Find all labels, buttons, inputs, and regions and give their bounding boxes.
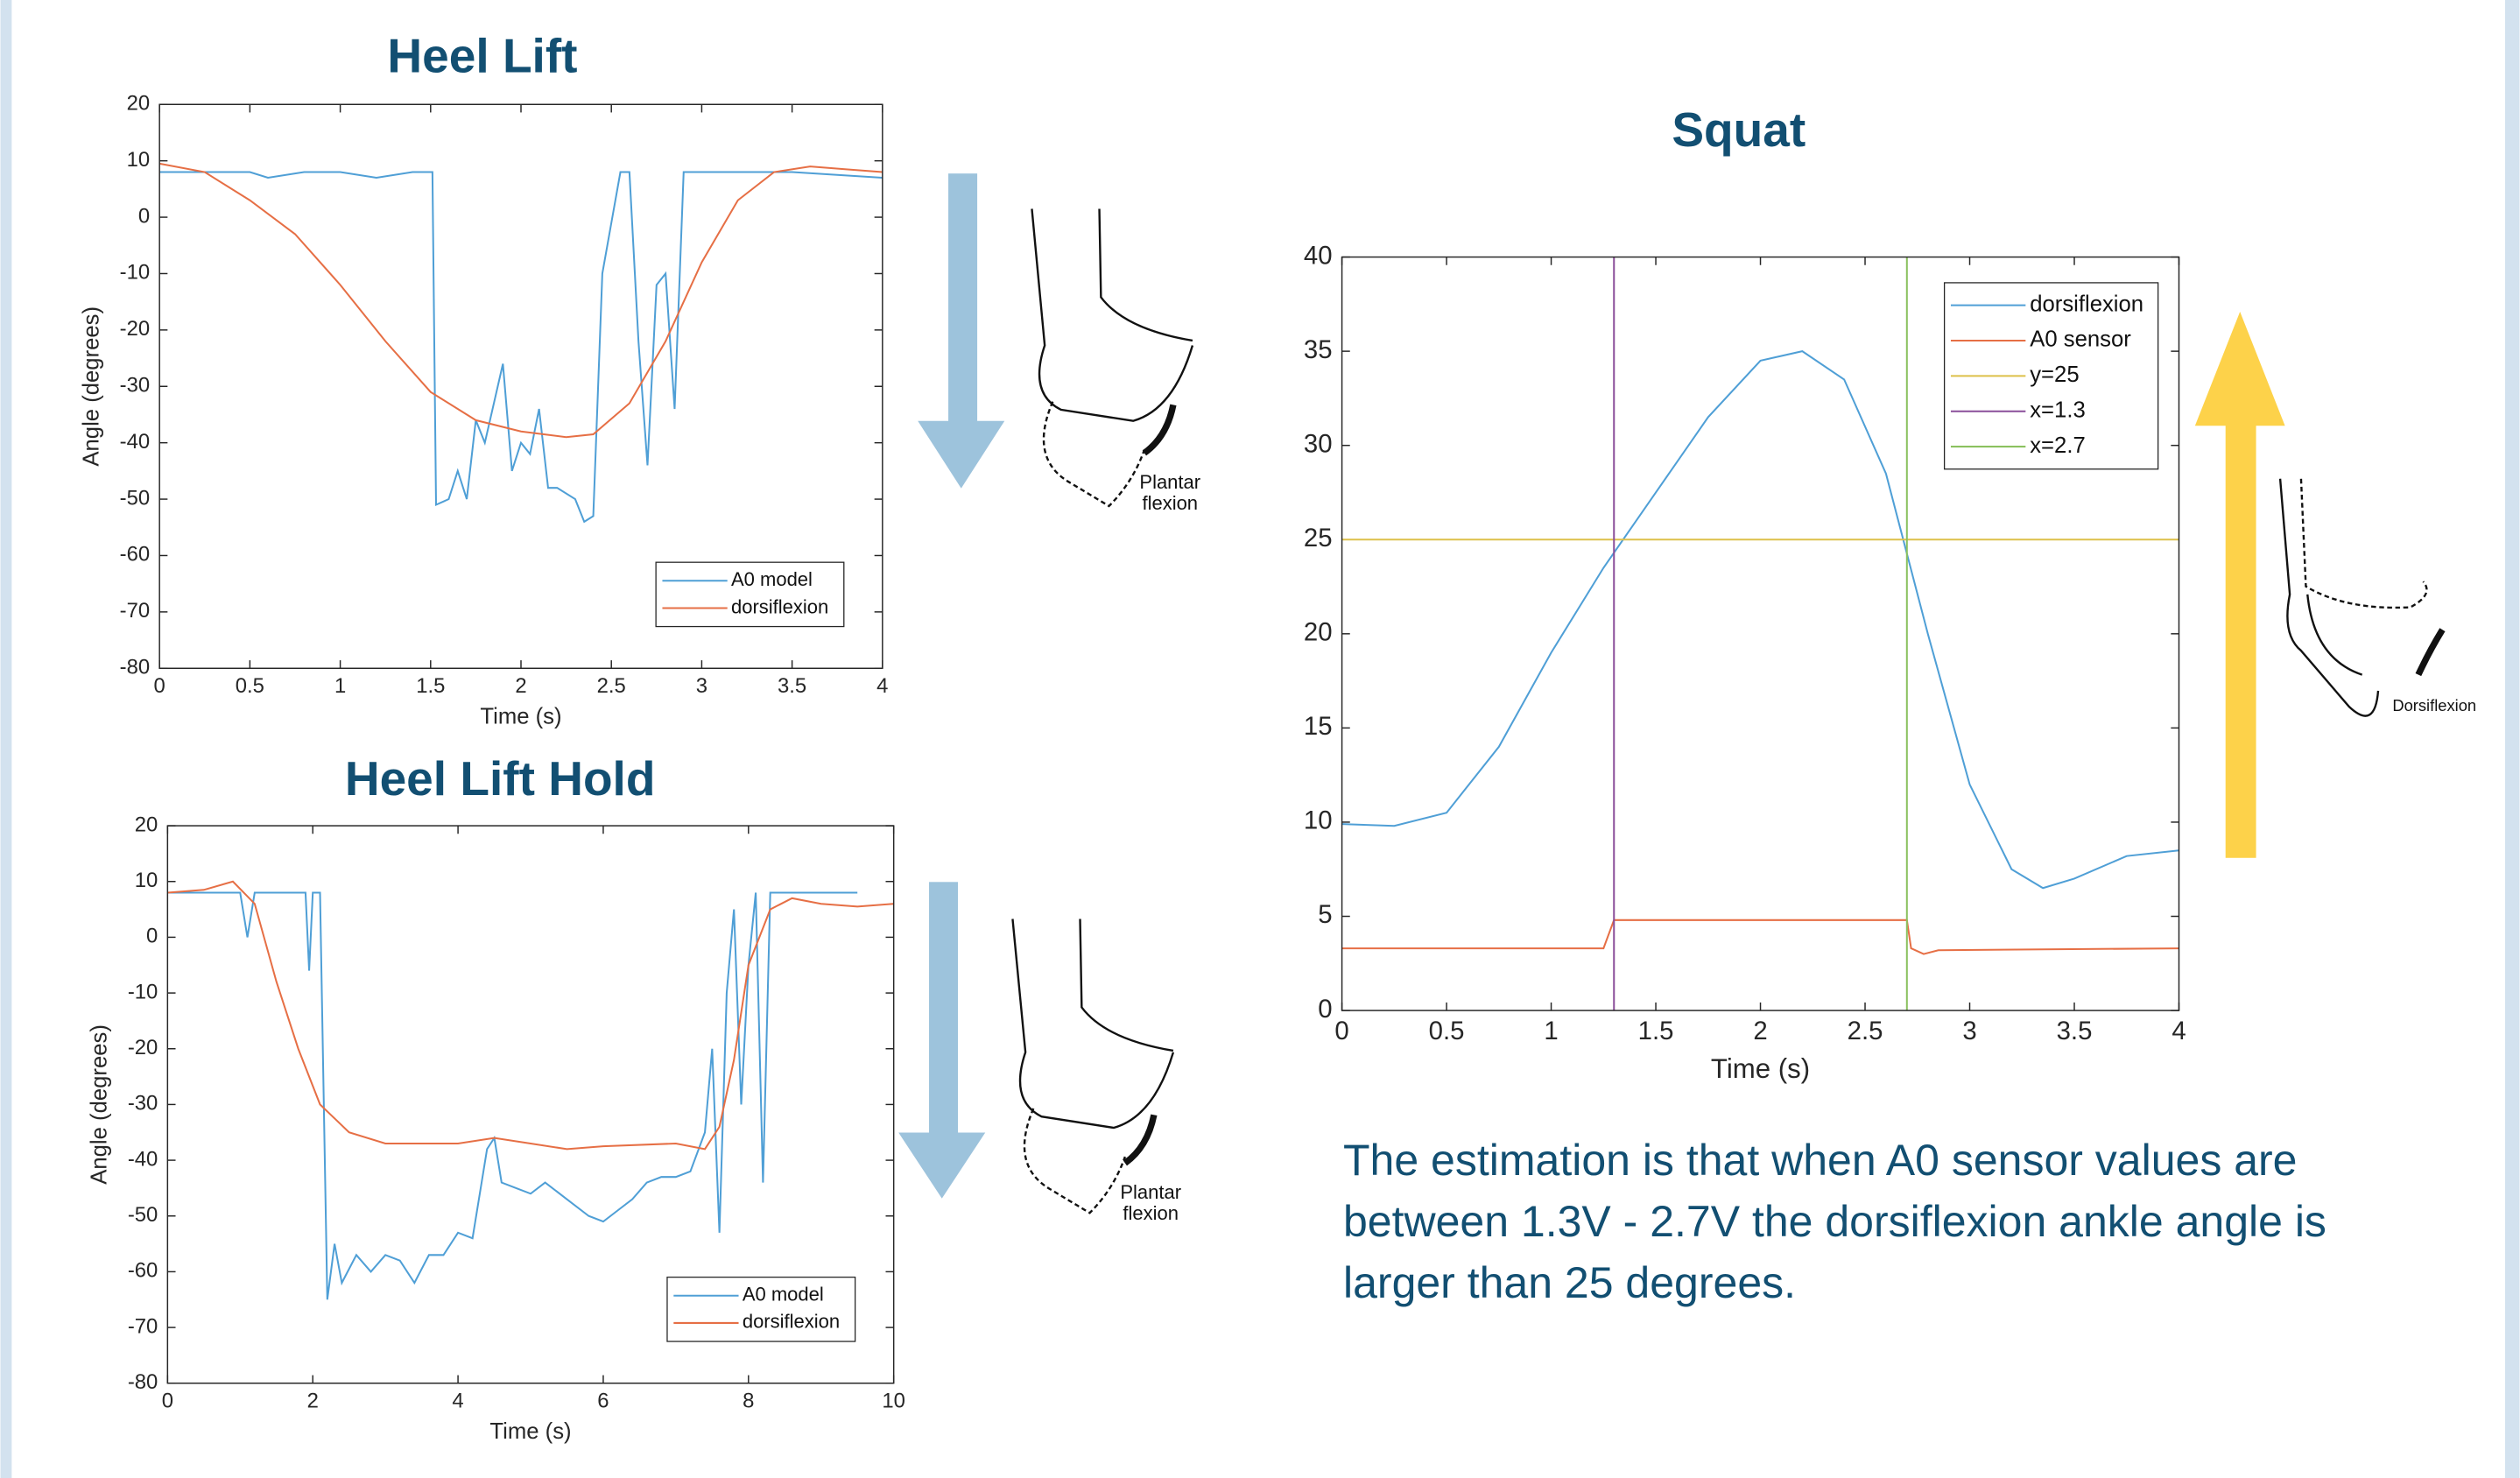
x-tick-label: 0 [162,1389,173,1412]
y-tick-label: 40 [1304,241,1333,270]
y-tick-label: -40 [120,430,150,454]
x-tick-label: 4 [452,1389,463,1412]
y-tick-label: -30 [128,1092,158,1116]
y-tick-label: 0 [138,204,150,228]
x-axis-label: Time (s) [489,1419,571,1444]
y-tick-label: -60 [120,543,150,567]
x-tick-label: 4 [2172,1017,2186,1045]
data-line [1341,350,2179,890]
data-line [167,880,894,1151]
legend-box [666,1277,856,1342]
x-tick-label: 6 [597,1389,609,1412]
y-tick-label: 35 [1304,335,1333,364]
chart-title: Heel Lift [387,28,577,82]
illustration-label: Plantar [1120,1181,1181,1203]
x-tick-label: 2 [515,674,526,698]
y-tick-label: -30 [120,374,150,398]
side-border [2504,0,2520,1478]
up-arrow [2194,311,2285,858]
x-tick-label: 2 [1753,1017,1767,1045]
y-tick-label: 5 [1318,900,1332,929]
legend-label: x=2.7 [2030,433,2086,458]
y-tick-label: -70 [120,599,150,623]
x-tick-label: 10 [882,1389,905,1412]
y-tick-label: 20 [135,813,158,836]
legend-label: dorsiflexion [743,1311,840,1333]
y-tick-label: -80 [128,1370,158,1394]
illustration-label: Dorsiflexion [2392,696,2476,714]
y-tick-label: 10 [1304,806,1333,835]
legend-label: dorsiflexion [731,595,828,617]
y-tick-label: -50 [120,486,150,510]
y-tick-label: 20 [1304,618,1333,647]
data-line [158,162,883,439]
note-text: The estimation is that when A0 sensor va… [1343,1136,2326,1307]
legend-label: y=25 [2030,362,2079,387]
y-tick-label: -50 [128,1203,158,1227]
legend-label: A0 sensor [2030,327,2131,352]
x-tick-label: 2.5 [597,674,626,698]
foot-sketch [1031,208,1194,508]
y-axis-label: Angle (degrees) [88,1024,112,1185]
data-line [159,171,883,524]
plot-frame [158,103,883,670]
y-tick-label: -10 [128,980,158,1003]
x-tick-label: 0.5 [1429,1017,1465,1045]
y-tick-label: 15 [1304,712,1333,741]
legend-box [655,561,845,628]
y-tick-label: 10 [135,869,158,892]
y-tick-label: -70 [128,1314,158,1338]
y-tick-label: 30 [1304,429,1333,458]
x-tick-label: 0 [1334,1017,1348,1045]
y-tick-label: -80 [120,656,150,679]
x-tick-label: 3 [1962,1017,1976,1045]
x-axis-label: Time (s) [480,705,561,729]
x-tick-label: 1.5 [416,674,445,698]
y-axis-label: Angle (degrees) [79,306,103,467]
x-tick-label: 8 [743,1389,754,1412]
x-tick-label: 3.5 [778,674,806,698]
legend-label: A0 model [731,568,813,590]
x-tick-label: 3 [696,674,707,698]
plot-frame [166,825,895,1384]
y-tick-label: 10 [127,148,151,172]
illustration-label: Plantar [1139,471,1200,493]
x-tick-label: 1 [1544,1017,1558,1045]
y-tick-label: 20 [127,92,151,116]
y-tick-label: 0 [1318,995,1332,1024]
x-tick-label: 2.5 [1848,1017,1883,1045]
down-arrow [898,882,986,1199]
plot-frame [1341,256,2180,1011]
down-arrow [918,173,1005,489]
x-tick-label: 4 [876,674,888,698]
data-line [167,891,858,1300]
chart-title: Squat [1672,102,1806,157]
legend-label: x=1.3 [2030,398,2086,422]
y-tick-label: -10 [120,261,150,285]
legend-label: A0 model [743,1284,824,1306]
chart-title: Heel Lift Hold [345,751,656,806]
x-tick-label: 1.5 [1638,1017,1674,1045]
x-tick-label: 2 [307,1389,319,1412]
illustration-label: flexion [1123,1202,1179,1224]
x-tick-label: 0.5 [236,674,264,698]
y-tick-label: -20 [128,1036,158,1059]
y-tick-label: -40 [128,1147,158,1171]
x-tick-label: 1 [334,674,346,698]
x-axis-label: Time (s) [1711,1053,1810,1084]
x-tick-label: 3.5 [2057,1017,2093,1045]
y-tick-label: 25 [1304,524,1333,552]
side-border [0,0,12,1478]
illustration-label: flexion [1142,492,1198,514]
y-tick-label: -60 [128,1259,158,1283]
x-tick-label: 0 [154,674,165,698]
foot-sketch [1011,918,1175,1214]
data-line [1341,918,2179,955]
foot-sketch [2278,478,2446,717]
y-tick-label: 0 [146,925,158,948]
legend-label: dorsiflexion [2030,292,2143,316]
y-tick-label: -20 [120,317,150,341]
